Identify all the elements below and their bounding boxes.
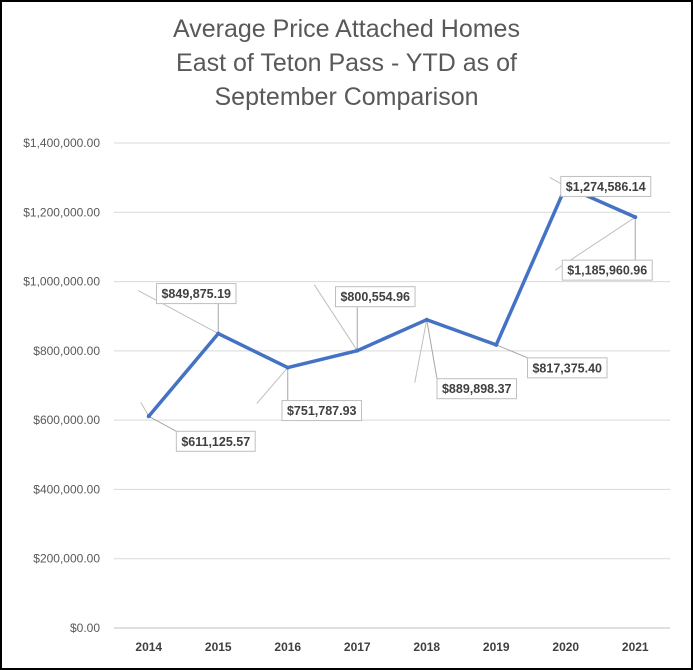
data-label: $1,274,586.14 xyxy=(566,180,646,194)
data-label: $1,185,960.96 xyxy=(567,264,647,278)
series-line xyxy=(147,184,637,419)
data-label-box xyxy=(526,357,608,379)
label-leader-line xyxy=(414,319,428,383)
x-tick-label: 2020 xyxy=(552,640,579,654)
y-tick-label: $0.00 xyxy=(70,621,100,635)
x-tick-label: 2016 xyxy=(274,640,301,654)
y-tick-label: $1,200,000.00 xyxy=(23,205,100,219)
data-point xyxy=(216,331,221,336)
data-label: $611,125.57 xyxy=(181,435,250,449)
data-label-box xyxy=(561,259,653,281)
y-tick-label: $400,000.00 xyxy=(33,482,100,496)
y-tick-label: $800,000.00 xyxy=(33,344,100,358)
label-leader-line xyxy=(426,319,438,379)
x-tick-label: 2018 xyxy=(413,640,440,654)
data-point xyxy=(424,317,429,322)
data-point xyxy=(146,414,151,419)
data-label: $889,898.37 xyxy=(442,382,512,396)
label-leader-line xyxy=(148,415,177,432)
data-label-box xyxy=(281,400,363,422)
chart-title-line-2: East of Teton Pass - YTD as of xyxy=(176,49,517,77)
label-leader-line xyxy=(313,284,358,351)
data-label: $849,875.19 xyxy=(161,287,231,301)
label-leader-line xyxy=(496,344,528,359)
chart-title-line-1: Average Price Attached Homes xyxy=(173,15,520,43)
x-tick-label: 2014 xyxy=(135,640,162,654)
data-label-box xyxy=(560,175,652,197)
x-tick-label: 2017 xyxy=(344,640,371,654)
data-point xyxy=(355,348,360,353)
x-tick-label: 2021 xyxy=(622,640,649,654)
data-label-box xyxy=(175,430,256,452)
data-label: $817,375.40 xyxy=(532,361,602,375)
chart-title: Average Price Attached Homes East of Tet… xyxy=(0,12,693,114)
x-tick-label: 2019 xyxy=(483,640,510,654)
data-label: $800,554.96 xyxy=(340,290,410,304)
data-point xyxy=(285,365,290,370)
data-point xyxy=(494,342,499,347)
label-leader-line xyxy=(256,367,289,404)
y-tick-label: $1,400,000.00 xyxy=(23,136,100,150)
chart-title-line-3: September Comparison xyxy=(214,83,479,111)
data-label: $751,787.93 xyxy=(287,404,357,418)
data-label-box xyxy=(155,283,237,305)
data-label-box xyxy=(436,378,518,400)
data-label-box xyxy=(334,286,416,308)
y-tick-label: $1,000,000.00 xyxy=(23,275,100,289)
label-leader-line xyxy=(138,290,219,335)
y-tick-label: $600,000.00 xyxy=(33,413,100,427)
data-point xyxy=(633,215,638,220)
x-tick-label: 2015 xyxy=(205,640,232,654)
y-tick-label: $200,000.00 xyxy=(33,552,100,566)
